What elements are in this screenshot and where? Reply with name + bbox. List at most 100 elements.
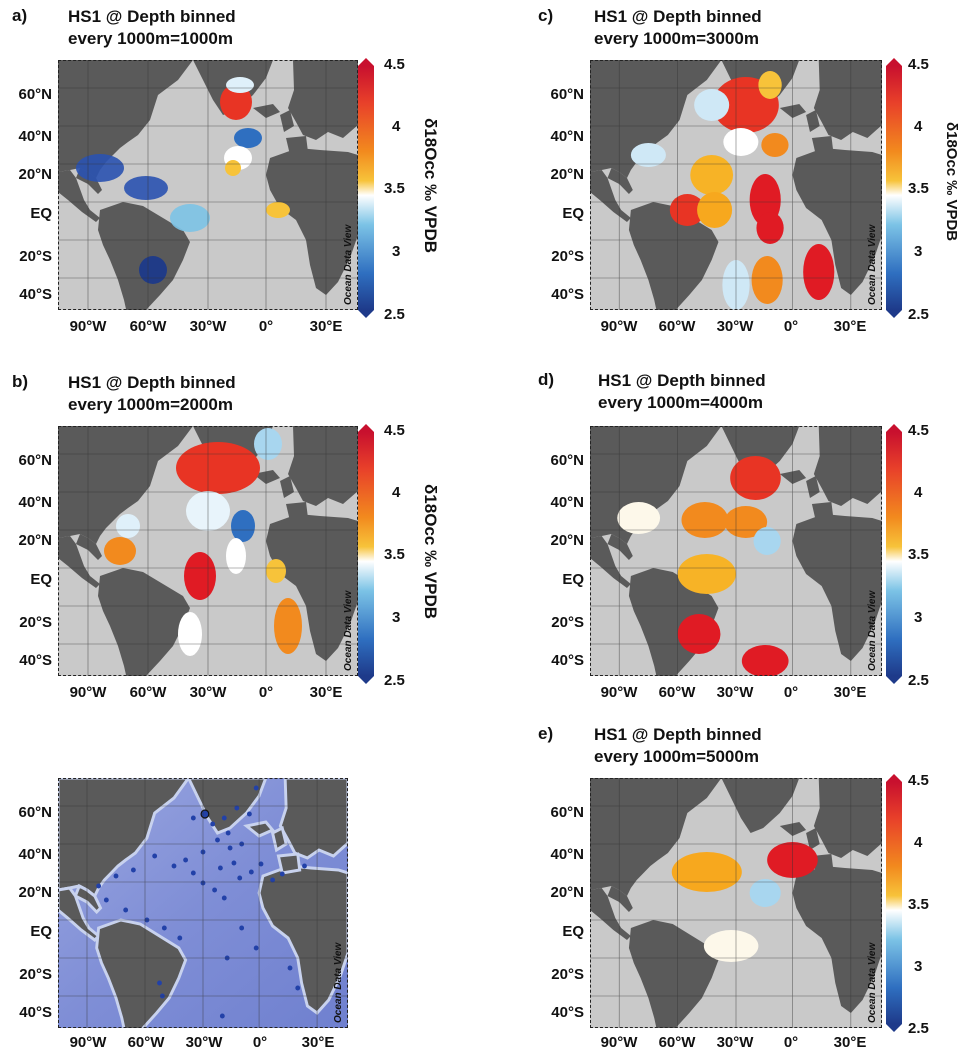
colorbar-tick: 4.5 (908, 422, 929, 439)
panel-title-a-line2: every 1000m=1000m (68, 29, 233, 48)
lon-label: 60°W (658, 684, 696, 701)
lat-label: EQ (562, 923, 584, 940)
lat-label: 60°N (18, 86, 52, 103)
lat-label: 60°N (550, 86, 584, 103)
lat-label: 20°S (551, 966, 584, 983)
map-b: Ocean Data View (58, 426, 358, 676)
odv-watermark-b: Ocean Data View (343, 590, 354, 671)
lat-label: 40°S (19, 652, 52, 669)
lon-label: 30°E (833, 684, 867, 701)
odv-watermark-c: Ocean Data View (867, 224, 878, 305)
lon-label: 90°W (600, 684, 638, 701)
map-d: Ocean Data View (590, 426, 882, 676)
lat-label: 60°N (550, 804, 584, 821)
panel-label-c: c) (538, 6, 554, 25)
lat-label: 20°N (18, 166, 52, 183)
colorbar-tick: 4 (392, 484, 401, 501)
lon-label: 30°W (185, 1034, 223, 1051)
colorbar-tick: 3.5 (908, 180, 929, 197)
map-c: Ocean Data View (590, 60, 882, 310)
colorbar-a (358, 58, 374, 318)
odv-watermark-sites: Ocean Data View (333, 942, 344, 1023)
panel-title-d-line2: every 1000m=4000m (598, 393, 763, 412)
lat-label: 20°N (18, 884, 52, 901)
lat-label: EQ (30, 205, 52, 222)
lon-label: 30°W (189, 684, 227, 701)
panel-title-c-line2: every 1000m=3000m (594, 29, 759, 48)
panel-label-b: b) (12, 372, 29, 391)
lat-label: 20°N (550, 166, 584, 183)
lon-label: 90°W (69, 318, 107, 335)
lon-label: 60°W (129, 684, 167, 701)
lat-label: 60°N (18, 452, 52, 469)
lat-label: 40°S (551, 652, 584, 669)
colorbar-tick: 3.5 (384, 180, 405, 197)
colorbar-tick: 4 (914, 484, 923, 501)
lat-label: 20°S (19, 248, 52, 265)
colorbar-tick: 2.5 (908, 306, 929, 323)
colorbar-tick: 2.5 (908, 672, 929, 689)
lon-label: 0° (783, 318, 799, 335)
colorbar-tick: 4.5 (384, 422, 405, 439)
lat-label: 20°N (550, 532, 584, 549)
lon-label: 60°W (127, 1034, 165, 1051)
lon-label: 0° (258, 318, 274, 335)
lat-label: 20°S (19, 966, 52, 983)
lat-label: EQ (30, 571, 52, 588)
lon-label: 30°W (716, 684, 754, 701)
colorbar-unit: δ18Occ ‰ VPDB (421, 118, 440, 254)
lon-label: 30°E (309, 318, 343, 335)
colorbar-tick: 3.5 (384, 546, 405, 563)
map-e: Ocean Data View (590, 778, 882, 1028)
colorbar-tick: 3 (392, 243, 401, 260)
lat-label: 40°S (551, 1004, 584, 1021)
colorbar-tick: 3 (392, 609, 401, 626)
lat-label: 20°S (19, 614, 52, 631)
panel-title-c-line1: HS1 @ Depth binned (594, 7, 762, 26)
odv-watermark-d: Ocean Data View (867, 590, 878, 671)
colorbar-tick: 3 (914, 958, 923, 975)
panel-title-b-line2: every 1000m=2000m (68, 395, 233, 414)
colorbar-e (886, 774, 902, 1032)
odv-watermark-e: Ocean Data View (867, 942, 878, 1023)
colorbar-tick: 3 (914, 609, 923, 626)
map-a: Ocean Data View (58, 60, 358, 310)
lat-label: 40°S (551, 286, 584, 303)
panel-label-a: a) (12, 6, 28, 25)
lon-label: 0° (783, 1034, 799, 1051)
lat-label: 20°S (551, 248, 584, 265)
panel-label-d: d) (538, 370, 555, 389)
lon-label: 30°W (189, 318, 227, 335)
lat-label: 20°S (551, 614, 584, 631)
lat-label: 40°S (19, 286, 52, 303)
lat-label: 60°N (550, 452, 584, 469)
panel-title-e-line1: HS1 @ Depth binned (594, 725, 762, 744)
colorbar-d (886, 424, 902, 684)
lon-label: 30°W (716, 1034, 754, 1051)
lat-label: 40°N (18, 128, 52, 145)
lon-label: 30°E (833, 318, 867, 335)
lon-label: 60°W (658, 1034, 696, 1051)
lat-label: 20°N (550, 884, 584, 901)
lat-label: 60°N (18, 804, 52, 821)
colorbar-tick: 4.5 (384, 56, 405, 73)
lon-label: 90°W (69, 684, 107, 701)
colorbar-tick: 2.5 (908, 1020, 929, 1037)
odv-watermark-a: Ocean Data View (343, 224, 354, 305)
lon-label: 0° (258, 684, 274, 701)
colorbar-tick: 4.5 (908, 772, 929, 789)
lon-label: 30°E (833, 1034, 867, 1051)
colorbar-c (886, 58, 902, 318)
panel-title-b-line1: HS1 @ Depth binned (68, 373, 236, 392)
lat-label: 40°S (19, 1004, 52, 1021)
lat-label: 40°N (550, 846, 584, 863)
panel-title-a-line1: HS1 @ Depth binned (68, 7, 236, 26)
lat-label: 40°N (550, 128, 584, 145)
lon-label: 60°W (658, 318, 696, 335)
panel-title-d-line1: HS1 @ Depth binned (598, 371, 766, 390)
lon-label: 0° (252, 1034, 268, 1051)
lon-label: 60°W (129, 318, 167, 335)
lat-label: EQ (562, 205, 584, 222)
colorbar-unit: δ18Occ ‰ VPDB (943, 122, 960, 242)
lon-label: 30°W (716, 318, 754, 335)
